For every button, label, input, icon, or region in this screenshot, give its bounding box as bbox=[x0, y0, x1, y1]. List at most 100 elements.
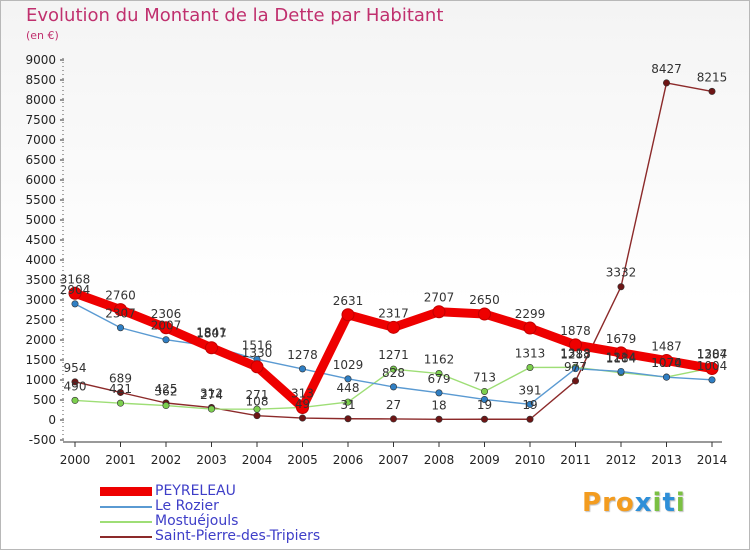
logo-text: Proxiti bbox=[582, 488, 686, 518]
series-point-2 bbox=[71, 396, 79, 404]
y-tick-label: 3000 bbox=[25, 293, 56, 307]
data-label-3: 8215 bbox=[697, 70, 728, 84]
series-point-1 bbox=[662, 373, 670, 381]
logo-letter: P bbox=[582, 488, 603, 518]
data-label-1: 2007 bbox=[151, 319, 182, 333]
y-tick-label: 6500 bbox=[25, 153, 56, 167]
series-point-3 bbox=[253, 412, 261, 420]
series-point-0 bbox=[114, 303, 127, 317]
data-label-2: 1074 bbox=[651, 356, 682, 370]
line-chart: -500 0 500 1000 1500 2000 2500 3000 3500 4000 4500… bbox=[25, 53, 728, 467]
y-tick-label: 5000 bbox=[25, 213, 56, 227]
legend-label-saint-pierre: Saint-Pierre-des-Tripiers bbox=[155, 528, 321, 544]
x-tick-label: 2006 bbox=[333, 453, 364, 467]
x-tick-label: 2003 bbox=[196, 453, 227, 467]
series-point-3 bbox=[435, 415, 443, 423]
series-point-1 bbox=[435, 389, 443, 397]
y-tick-label: 7000 bbox=[25, 133, 56, 147]
series-point-3 bbox=[71, 378, 79, 386]
logo-letter: i bbox=[652, 488, 663, 518]
x-tick-label: 2001 bbox=[105, 453, 136, 467]
series-point-0 bbox=[68, 286, 82, 300]
data-label-1: 2307 bbox=[105, 307, 136, 321]
data-label-1: 1214 bbox=[606, 350, 637, 364]
data-label-0: 1679 bbox=[606, 332, 637, 346]
data-label-2: 1184 bbox=[606, 352, 637, 366]
data-label-0: 2707 bbox=[424, 291, 455, 305]
x-tick-label: 2011 bbox=[560, 453, 591, 467]
y-tick-label: 2500 bbox=[25, 313, 56, 327]
data-label-1: 1070 bbox=[651, 356, 682, 370]
data-label-3: 3332 bbox=[606, 266, 637, 280]
data-label-2: 271 bbox=[246, 388, 269, 402]
data-label-0: 2631 bbox=[333, 294, 364, 308]
data-label-2: 448 bbox=[337, 381, 360, 395]
data-label-0: 2650 bbox=[469, 293, 500, 307]
series-point-2 bbox=[208, 405, 216, 413]
series-point-3 bbox=[617, 283, 625, 291]
data-label-3: 977 bbox=[564, 360, 587, 374]
data-label-3: 19 bbox=[522, 398, 537, 412]
data-label-2: 1162 bbox=[424, 353, 455, 367]
series-point-2 bbox=[435, 370, 443, 378]
legend-swatch-saint-pierre bbox=[100, 536, 152, 538]
data-label-3: 19 bbox=[477, 398, 492, 412]
legend-label-mostuejouls: Mostuéjouls bbox=[155, 513, 239, 529]
series-point-3 bbox=[117, 388, 125, 396]
chart-title: Evolution du Montant de la Dette par Hab… bbox=[26, 5, 444, 26]
legend-label-peyreleau: PEYRELEAU bbox=[155, 483, 236, 499]
y-tick-label: 1000 bbox=[25, 373, 56, 387]
data-label-1: 1283 bbox=[560, 348, 591, 362]
y-tick-label: 5500 bbox=[25, 193, 56, 207]
x-tick-label: 2009 bbox=[469, 453, 500, 467]
series-point-3 bbox=[298, 414, 306, 422]
data-label-0: 2760 bbox=[105, 289, 136, 303]
data-label-2: 490 bbox=[64, 379, 87, 393]
data-label-2: 1318 bbox=[560, 346, 591, 360]
data-label-0: 1287 bbox=[697, 348, 728, 362]
data-label-1: 1029 bbox=[333, 358, 364, 372]
x-tick-label: 2010 bbox=[515, 453, 546, 467]
x-tick-label: 2000 bbox=[60, 453, 91, 467]
y-tick-label: 4000 bbox=[25, 253, 56, 267]
x-tick-label: 2013 bbox=[651, 453, 682, 467]
series-point-0 bbox=[660, 354, 673, 368]
data-label-3: 49 bbox=[295, 397, 310, 411]
series-point-2 bbox=[162, 402, 170, 410]
series-point-0 bbox=[478, 307, 491, 321]
series-point-1 bbox=[708, 376, 716, 384]
chart-subtitle: (en €) bbox=[26, 29, 59, 42]
data-label-2: 1271 bbox=[378, 348, 409, 362]
logo-letter: i bbox=[675, 488, 686, 518]
data-label-3: 425 bbox=[155, 382, 178, 396]
data-label-1: 1841 bbox=[196, 325, 227, 339]
y-tick-label: 9000 bbox=[25, 53, 56, 67]
series-point-3 bbox=[571, 377, 579, 385]
series-point-1 bbox=[480, 395, 488, 403]
series-point-1 bbox=[298, 365, 306, 373]
data-label-3: 689 bbox=[109, 371, 132, 385]
data-label-0: 1807 bbox=[196, 327, 227, 341]
y-tick-label: 8000 bbox=[25, 93, 56, 107]
x-tick-label: 2007 bbox=[378, 453, 409, 467]
y-tick-label: 500 bbox=[33, 393, 56, 407]
series-point-3 bbox=[344, 415, 352, 423]
series-point-1 bbox=[571, 365, 579, 373]
logo-letter: x bbox=[634, 488, 653, 518]
series-point-0 bbox=[341, 308, 355, 322]
y-tick-label: 0 bbox=[48, 413, 56, 427]
series-point-1 bbox=[617, 367, 625, 375]
data-label-2: 362 bbox=[155, 385, 178, 399]
data-label-1: 391 bbox=[519, 383, 542, 397]
data-label-3: 312 bbox=[200, 387, 223, 401]
data-label-3: 27 bbox=[386, 398, 401, 412]
y-tick-label: 4500 bbox=[25, 233, 56, 247]
y-tick-label: 6000 bbox=[25, 173, 56, 187]
series-point-3 bbox=[389, 415, 397, 423]
series-point-0 bbox=[705, 362, 719, 376]
data-label-1: 1278 bbox=[287, 348, 318, 362]
data-label-0: 313 bbox=[291, 386, 314, 400]
data-label-0: 1487 bbox=[651, 340, 682, 354]
data-label-0: 2299 bbox=[515, 307, 546, 321]
x-tick-label: 2008 bbox=[424, 453, 455, 467]
